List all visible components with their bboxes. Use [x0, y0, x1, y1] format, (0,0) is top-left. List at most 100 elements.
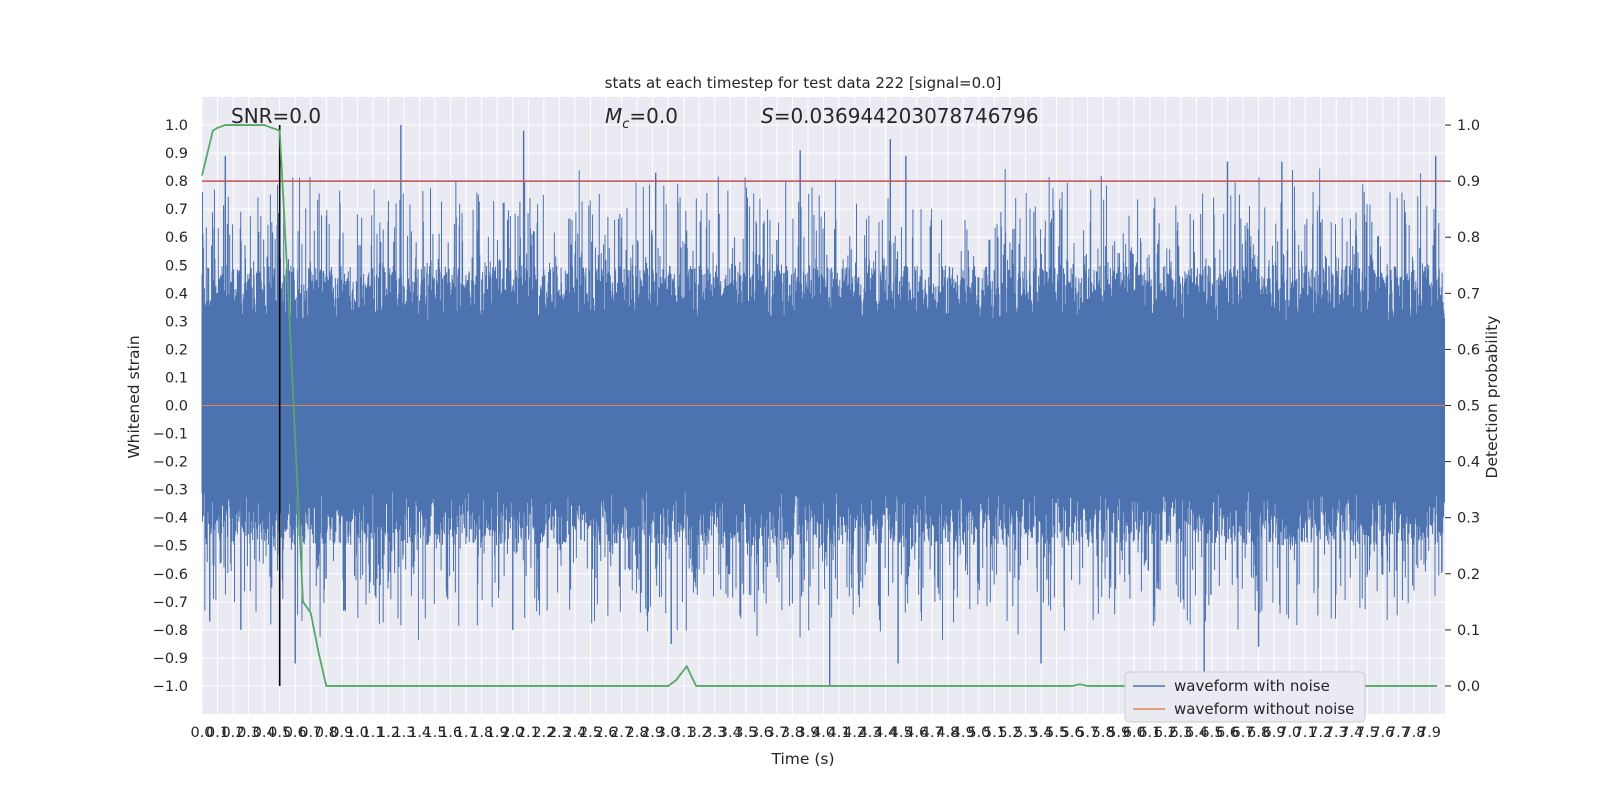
y-tick-label: 0.6	[165, 230, 188, 246]
y2-tick-label: 0.4	[1457, 455, 1480, 471]
x-tick-label: 1.5	[424, 725, 447, 741]
x-tick-label: 6.7	[1231, 725, 1254, 741]
x-tick-label: 1.0	[346, 725, 369, 741]
y-tick-label: 0.2	[165, 342, 188, 358]
x-tick-label: 3.1	[672, 725, 695, 741]
y2-tick-label: 1.0	[1457, 118, 1480, 134]
x-tick-label: 3.2	[688, 725, 711, 741]
y-tick-label: −0.1	[153, 427, 188, 443]
y2-tick-label: 0.3	[1457, 511, 1480, 527]
x-tick-label: 4.6	[905, 725, 928, 741]
y-tick-label: −0.7	[153, 595, 188, 611]
x-tick-label: 5.5	[1045, 725, 1068, 741]
x-tick-label: 0.8	[315, 725, 338, 741]
y-tick-label: 1.0	[165, 118, 188, 134]
x-tick-label: 1.1	[361, 725, 384, 741]
x-tick-label: 4.3	[859, 725, 882, 741]
y-tick-label: 0.8	[165, 174, 188, 190]
y2-tick-label: 0.5	[1457, 399, 1480, 415]
x-tick-label: 6.9	[1263, 725, 1286, 741]
y-tick-label: 0.4	[165, 286, 188, 302]
x-tick-label: 5.7	[1076, 725, 1099, 741]
y2-axis-label: Detection probability	[1483, 316, 1501, 479]
x-tick-label: 0.7	[299, 725, 322, 741]
x-tick-label: 1.4	[408, 725, 431, 741]
x-tick-label: 0.5	[268, 725, 291, 741]
x-tick-label: 7.2	[1309, 725, 1332, 741]
y2-tick-label: 0.6	[1457, 342, 1480, 358]
x-tick-label: 6.2	[1154, 725, 1177, 741]
x-tick-label: 0.9	[330, 725, 353, 741]
x-tick-label: 2.8	[626, 725, 649, 741]
y2-tick-label: 0.0	[1457, 679, 1480, 695]
x-tick-label: 5.4	[1029, 725, 1052, 741]
y-tick-label: 0.3	[165, 314, 188, 330]
y-tick-label: −0.5	[153, 539, 188, 555]
legend-box	[1124, 671, 1366, 723]
x-tick-label: 3.5	[734, 725, 757, 741]
y-tick-label: 0.9	[165, 146, 188, 162]
x-tick-label: 7.3	[1325, 725, 1348, 741]
y-axis-ticks: 1.0 0.9 0.8 0.7 0.6 0.5 0.4 0.3 0.2 0.1 0.0 −0.1 −0.…	[153, 118, 188, 695]
legend-label-clean: waveform without noise	[1174, 700, 1354, 718]
noise-trace	[201, 168, 1446, 640]
x-tick-label: 2.0	[501, 725, 524, 741]
x-tick-label: 0.6	[284, 725, 307, 741]
x-tick-label: 7.7	[1387, 725, 1410, 741]
x-axis-label: Time (s)	[770, 750, 834, 768]
x-tick-label: 6.4	[1185, 725, 1208, 741]
x-tick-label: 4.1	[828, 725, 851, 741]
x-tick-label: 6.1	[1138, 725, 1161, 741]
y2-tick-label: 0.8	[1457, 230, 1480, 246]
x-tick-label: 1.7	[455, 725, 478, 741]
y2-axis-ticks: 1.0 0.9 0.8 0.7 0.6 0.5 0.4 0.3 0.2 0.1 0.0	[1445, 118, 1480, 695]
x-tick-label: 7.6	[1371, 725, 1394, 741]
y-tick-label: −0.8	[153, 623, 188, 639]
x-tick-label: 4.2	[843, 725, 866, 741]
x-tick-label: 6.5	[1200, 725, 1223, 741]
series-detection-probability	[201, 124, 1438, 687]
y-tick-label: −0.9	[153, 651, 188, 667]
x-tick-label: 2.3	[548, 725, 571, 741]
x-tick-label: 5.6	[1061, 725, 1084, 741]
x-tick-label: 3.9	[796, 725, 819, 741]
x-tick-label: 6.8	[1247, 725, 1270, 741]
x-tick-label: 1.2	[377, 725, 400, 741]
x-tick-label: 0.4	[253, 725, 276, 741]
y2-tick-label: 0.1	[1457, 623, 1480, 639]
x-tick-label: 3.6	[750, 725, 773, 741]
x-tick-label: 7.0	[1278, 725, 1301, 741]
y-tick-label: 0.5	[165, 258, 188, 274]
x-tick-label: 4.5	[890, 725, 913, 741]
x-tick-label: 7.8	[1402, 725, 1425, 741]
s-annotation: S=0.036944203078746796	[761, 104, 1039, 128]
x-tick-label: 3.7	[765, 725, 788, 741]
x-tick-label: 4.9	[952, 725, 975, 741]
x-tick-label: 2.6	[594, 725, 617, 741]
x-tick-label: 7.5	[1356, 725, 1379, 741]
x-tick-label: 2.2	[532, 725, 555, 741]
x-tick-label: 0.0	[190, 725, 213, 741]
x-tick-label: 7.1	[1294, 725, 1317, 741]
x-tick-label: 3.0	[657, 725, 680, 741]
x-tick-label: 0.2	[222, 725, 245, 741]
x-tick-label: 1.8	[470, 725, 493, 741]
x-tick-label: 2.9	[641, 725, 664, 741]
x-tick-label: 5.2	[998, 725, 1021, 741]
x-tick-label: 1.3	[392, 725, 415, 741]
x-tick-label: 6.0	[1123, 725, 1146, 741]
y-tick-label: 0.7	[165, 202, 188, 218]
x-tick-label: 2.5	[579, 725, 602, 741]
y-tick-label: −0.6	[153, 567, 188, 583]
x-tick-label: 4.0	[812, 725, 835, 741]
x-tick-label: 5.1	[983, 725, 1006, 741]
x-tick-label: 5.9	[1107, 725, 1130, 741]
legend-label-noise: waveform with noise	[1174, 677, 1330, 695]
series-waveform-with-noise	[201, 125, 1446, 695]
chart-title: stats at each timestep for test data 222…	[605, 74, 1002, 92]
x-tick-label: 1.9	[486, 725, 509, 741]
x-tick-label: 3.4	[719, 725, 742, 741]
x-tick-label: 5.8	[1092, 725, 1115, 741]
x-tick-label: 5.3	[1014, 725, 1037, 741]
